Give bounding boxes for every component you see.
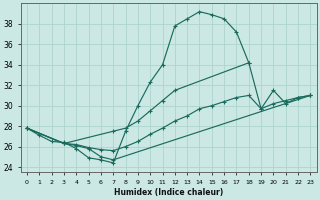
X-axis label: Humidex (Indice chaleur): Humidex (Indice chaleur) bbox=[114, 188, 223, 197]
